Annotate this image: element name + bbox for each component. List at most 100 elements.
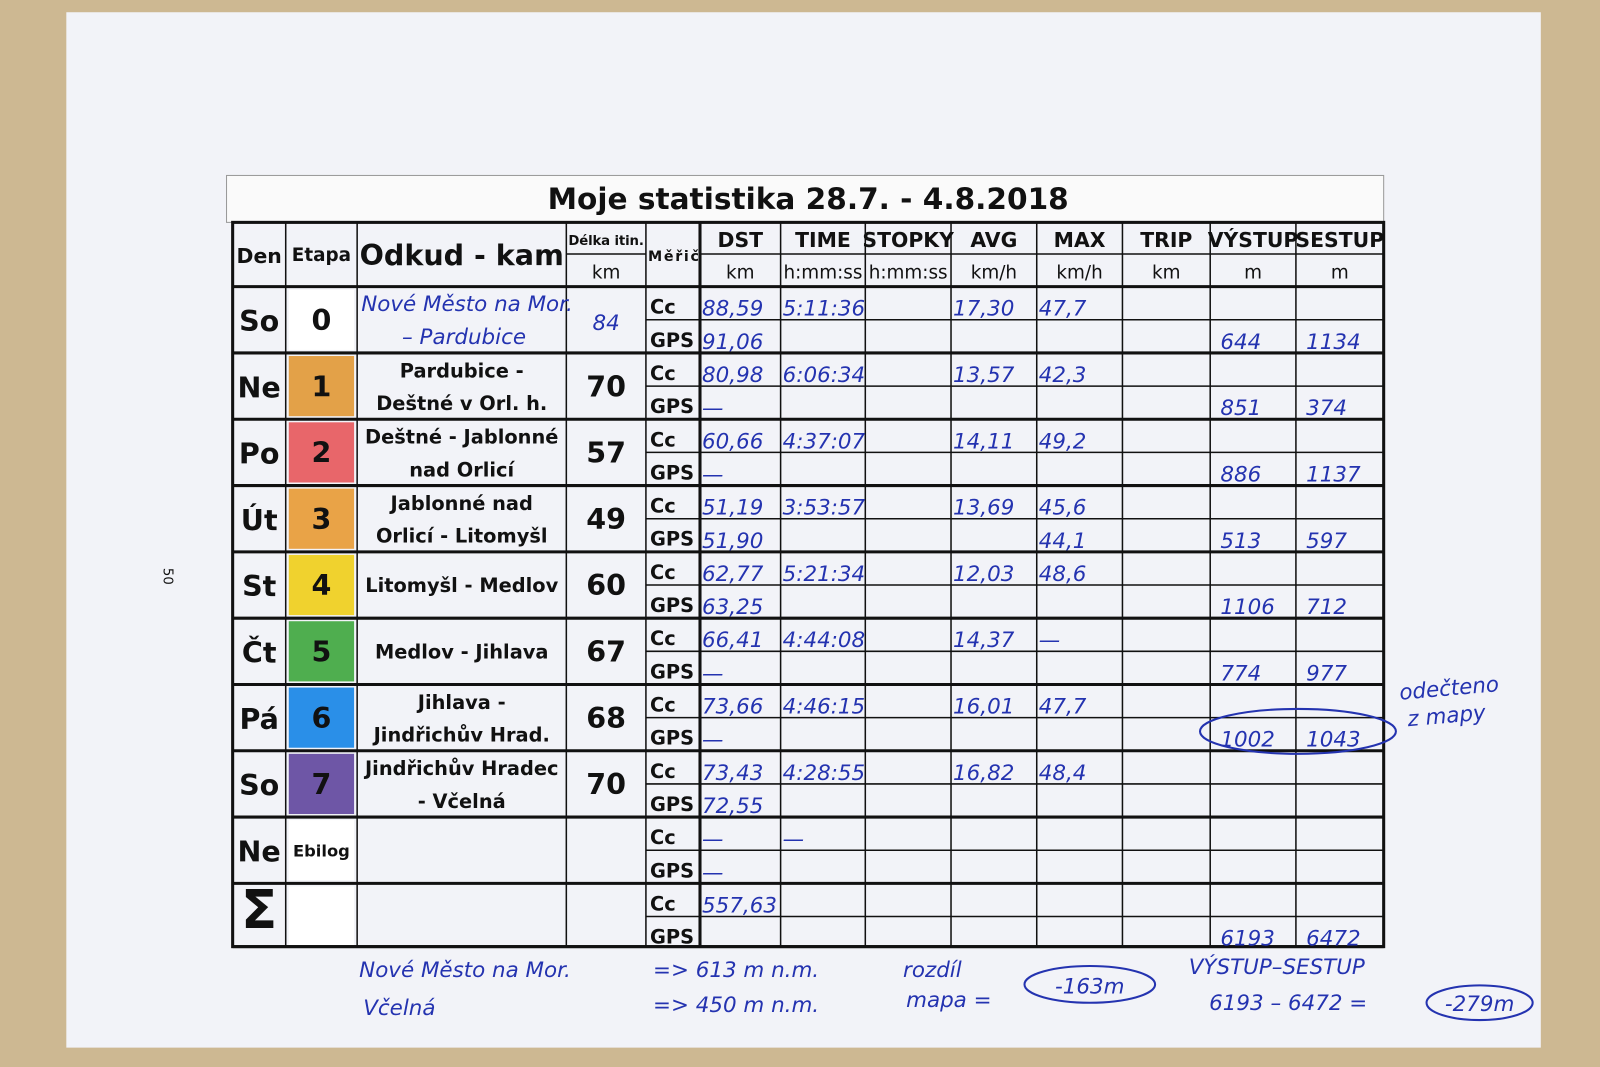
value: 557,63 [702,893,777,918]
den: Ne [238,834,281,868]
meter: GPS [650,329,694,352]
column-unit: km [1152,262,1181,283]
value: 44,1 [1039,529,1087,554]
value: 60,66 [702,429,763,454]
note: VÝSTUP–SESTUP [1189,954,1365,980]
value: — [702,661,723,686]
length: 60 [586,568,626,602]
meter: Cc [650,760,676,783]
header-cell: km [592,262,621,283]
den: Po [239,437,280,471]
etapa-fill [288,753,355,815]
meter: GPS [650,461,694,484]
etapa: 5 [311,635,331,669]
length: 67 [586,635,626,669]
value: — [1039,628,1060,653]
value: 45,6 [1039,496,1087,521]
route: – Pardubice [402,325,526,350]
den: Čt [242,636,277,670]
etapa-fill [288,488,355,549]
meter: GPS [650,594,694,617]
meter: GPS [650,660,694,683]
route: nad Orlicí [409,458,515,481]
value: 49,2 [1039,429,1087,454]
etapa-fill [288,356,355,417]
value: 4:28:55 [783,761,866,786]
value: 712 [1306,595,1347,620]
note: Včelná [363,996,435,1021]
meter: Cc [650,296,676,319]
length: 70 [586,369,626,403]
length: 49 [586,502,626,536]
value: 51,90 [702,529,763,554]
route: Jindřichův Hradec [363,757,559,780]
value: 62,77 [702,562,764,587]
value: 16,82 [953,761,1014,786]
value: 80,98 [702,363,763,388]
meter: GPS [650,395,694,418]
meter: Cc [650,428,676,451]
etapa-fill [288,886,355,947]
route: Deštné v Orl. h. [376,392,547,415]
meter: GPS [650,926,694,949]
header-cell: Délka itin. [568,233,644,249]
length: 68 [586,701,626,735]
column-unit: h:mm:ss [869,262,948,283]
column-name: TRIP [1140,228,1192,252]
length: 70 [586,767,626,801]
note: => 613 m n.m. [653,958,819,983]
value: 51,19 [702,496,763,521]
value: 644 [1220,330,1261,355]
value: 72,55 [702,794,763,819]
etapa: 7 [311,767,331,801]
etapa-fill [288,554,355,616]
den: So [239,304,279,338]
value: 513 [1220,529,1261,554]
value: 851 [1220,396,1261,421]
den: So [239,768,279,802]
header-cell: Měřič [648,249,699,265]
value: 6:06:34 [783,363,866,388]
etapa: 6 [311,701,331,735]
column-unit: m [1331,262,1349,283]
value: 597 [1306,529,1347,554]
meter: Cc [650,892,676,915]
etapa: 1 [311,369,331,403]
etapa-fill [288,820,355,881]
value: 1137 [1306,462,1361,487]
value: 774 [1220,661,1261,686]
value: 88,59 [702,297,763,322]
den: Ne [238,370,281,404]
page-number: 50 [159,568,174,585]
meter: GPS [650,859,694,882]
value: 5:11:36 [783,297,866,322]
circle-mark [1198,707,1397,755]
meter: Cc [650,362,676,385]
etapa: 2 [311,436,331,470]
value: 886 [1220,462,1261,487]
meter: GPS [650,528,694,551]
den: Σ [241,879,277,941]
note: mapa = [906,988,991,1013]
column-name: STOPKY [862,228,954,252]
value: 4:37:07 [783,429,866,454]
value: 16,01 [953,695,1014,720]
value: 14,37 [953,628,1015,653]
route: Deštné - Jablonné [365,426,558,449]
value: — [702,728,723,753]
column-name: MAX [1054,228,1106,252]
value: 12,03 [953,562,1014,587]
value: 47,7 [1039,695,1087,720]
etapa: 3 [311,502,331,536]
value: 13,69 [953,496,1014,521]
meter: GPS [650,793,694,816]
length: 84 [592,311,619,336]
value: 1002 [1220,728,1274,753]
etapa: Ebilog [293,841,350,860]
column-unit: h:mm:ss [783,262,862,283]
value: 977 [1306,661,1347,686]
value: — [702,462,723,487]
value: 48,6 [1039,562,1087,587]
column-name: AVG [970,228,1017,252]
